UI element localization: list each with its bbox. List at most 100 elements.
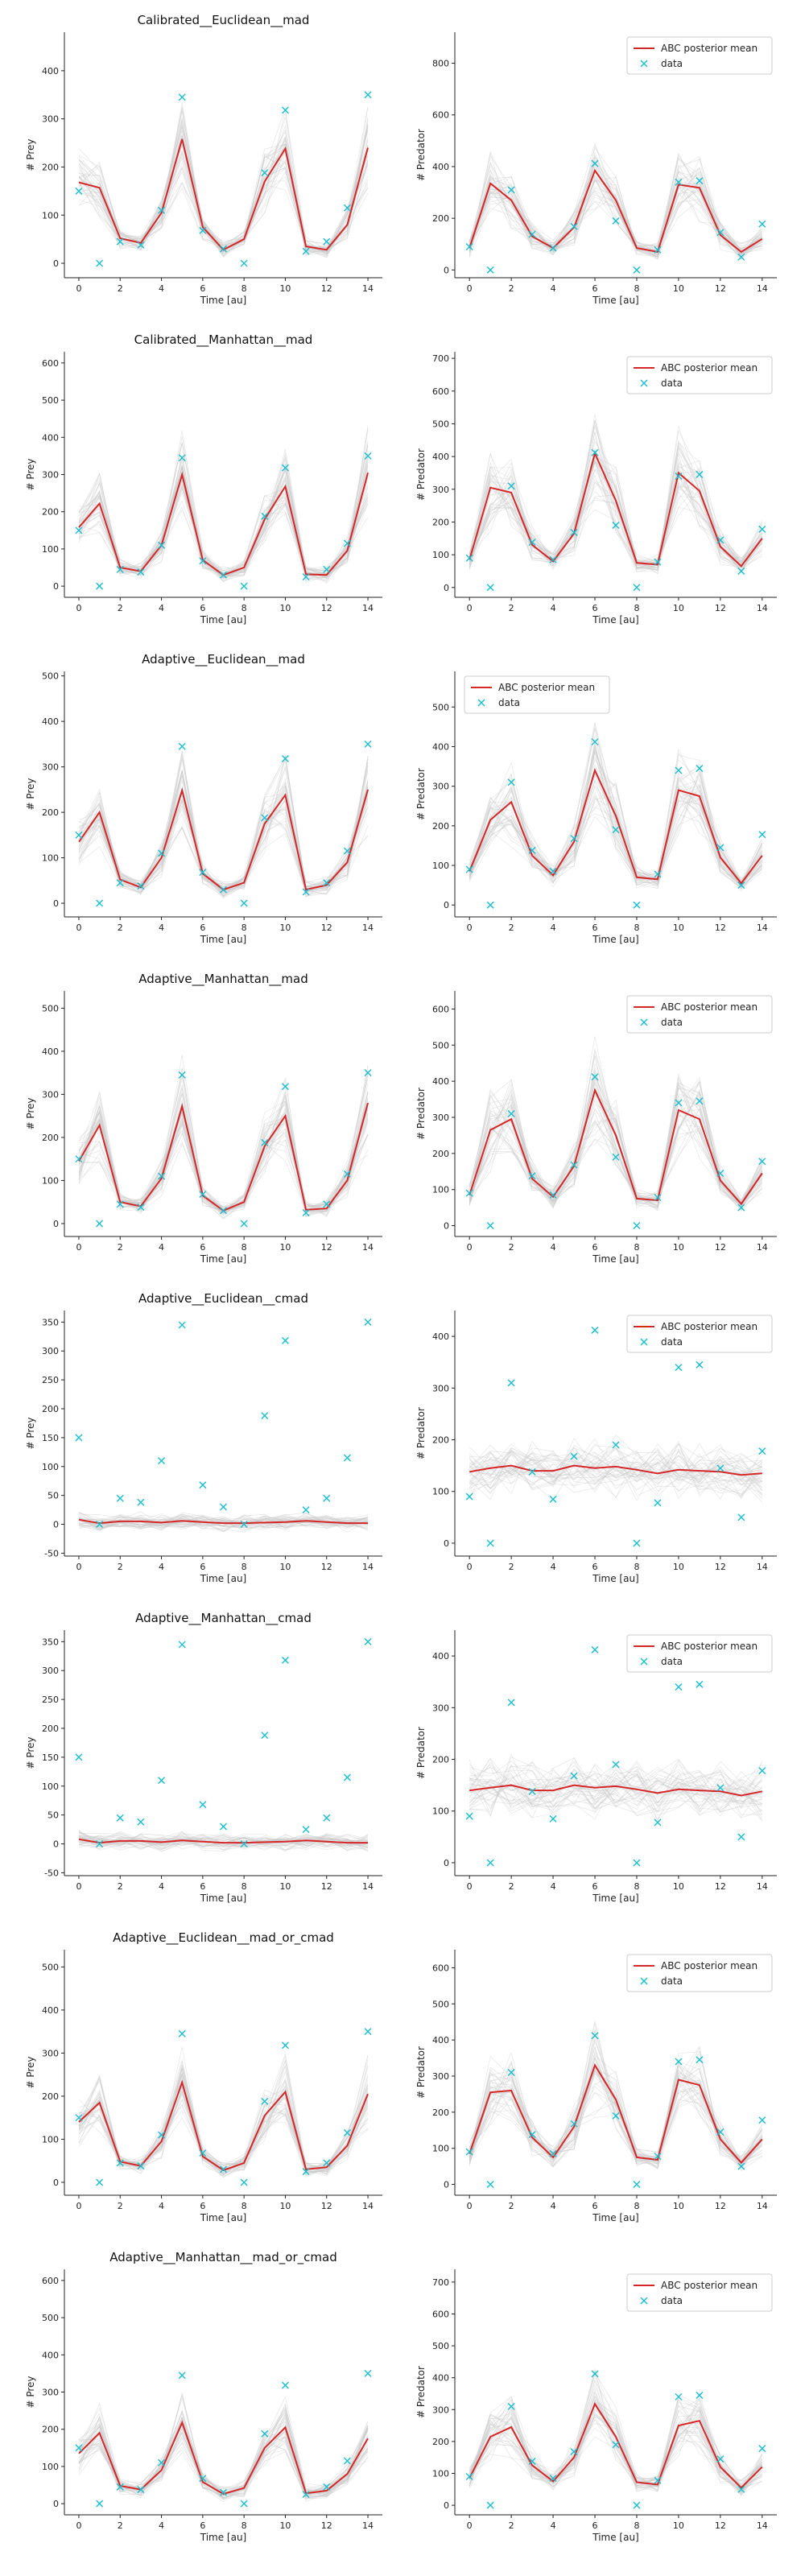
sample-trajectory — [78, 443, 369, 578]
data-point — [281, 106, 289, 114]
sample-trajectory — [78, 147, 369, 254]
x-tick-label: 14 — [362, 2201, 374, 2211]
sample-trajectory — [78, 473, 369, 578]
y-tick-label: 600 — [432, 2309, 449, 2319]
data-point — [633, 266, 641, 274]
sample-trajectory — [469, 1446, 763, 1497]
data-point — [570, 222, 578, 230]
sample-trajectory — [78, 2421, 369, 2499]
y-tick-label: 0 — [53, 1520, 59, 1530]
x-axis-label: Time [au] — [200, 295, 247, 306]
x-tick-label: 2 — [509, 603, 514, 613]
posterior-samples — [78, 751, 369, 899]
sample-trajectory — [469, 453, 763, 572]
sample-trajectory — [469, 444, 763, 571]
y-axis-label: # Prey — [25, 1097, 36, 1129]
sample-trajectory — [78, 1072, 369, 1212]
sample-trajectory — [78, 1832, 369, 1851]
sample-trajectory — [78, 1076, 369, 1212]
y-axis-label: # Predator — [415, 1088, 427, 1140]
y-tick-label: 350 — [42, 1637, 59, 1647]
sample-trajectory — [469, 1447, 762, 1492]
posterior-samples — [469, 414, 763, 575]
y-tick-label: 200 — [432, 821, 449, 832]
data-point — [591, 738, 599, 746]
sample-trajectory — [78, 1084, 369, 1214]
data-point — [675, 2392, 683, 2401]
sample-trajectory — [78, 1515, 369, 1530]
data-point — [528, 1172, 536, 1180]
sample-trajectory — [78, 1831, 369, 1852]
sample-trajectory — [469, 164, 763, 257]
data-point — [633, 584, 641, 592]
sample-trajectory — [78, 448, 369, 582]
sample-trajectory — [78, 429, 369, 578]
sample-trajectory — [469, 2395, 763, 2490]
x-tick-label: 14 — [362, 1242, 374, 1253]
x-tick-label: 6 — [200, 2520, 205, 2531]
x-tick-label: 6 — [592, 1562, 598, 1572]
y-tick-label: 200 — [432, 213, 449, 224]
sample-trajectory — [78, 139, 369, 253]
data-point — [323, 565, 331, 573]
sample-trajectory — [78, 1831, 369, 1852]
sample-trajectory — [469, 1088, 763, 1206]
data-point — [343, 204, 351, 212]
data-point — [654, 558, 662, 566]
data-point — [654, 1499, 662, 1507]
sample-trajectory — [78, 2066, 369, 2176]
sample-trajectory — [469, 2396, 763, 2491]
sample-trajectory — [469, 2067, 763, 2168]
x-tick-label: 4 — [551, 2201, 556, 2211]
sample-trajectory — [78, 1100, 369, 1216]
y-tick-label: 800 — [432, 59, 449, 69]
sample-trajectory — [78, 1834, 369, 1847]
data-point — [465, 2148, 473, 2156]
data-point — [696, 2056, 704, 2064]
y-tick-label: 100 — [42, 544, 59, 555]
x-axis-label: Time [au] — [200, 2212, 247, 2223]
x-tick-label: 12 — [715, 603, 726, 613]
sample-trajectory — [78, 1079, 369, 1217]
sample-trajectory — [469, 167, 762, 255]
data-point — [240, 2178, 248, 2186]
x-tick-label: 12 — [321, 2520, 332, 2531]
data-point — [281, 1656, 289, 1664]
x-tick-label: 6 — [592, 2201, 598, 2211]
legend-data-label: data — [661, 1975, 683, 1987]
data-point — [737, 1513, 745, 1521]
data-point — [364, 2028, 372, 2036]
sample-trajectory — [469, 2051, 762, 2164]
sample-trajectory — [469, 1757, 763, 1818]
legend-data-label: data — [661, 378, 683, 389]
x-tick-label: 4 — [159, 603, 164, 613]
data-point — [137, 568, 145, 576]
data-point — [364, 1069, 372, 1077]
sample-trajectory — [469, 1450, 762, 1484]
sample-trajectory — [78, 442, 369, 577]
sample-trajectory — [78, 2421, 369, 2500]
data-point — [199, 226, 207, 234]
data-point — [343, 847, 351, 855]
x-tick-label: 10 — [673, 1562, 684, 1572]
data-point — [364, 452, 372, 460]
data-point — [137, 1818, 145, 1826]
data-point — [178, 2372, 186, 2380]
sample-trajectory — [78, 1075, 369, 1211]
sample-trajectory — [78, 425, 369, 576]
sample-trajectory — [469, 1080, 763, 1203]
x-tick-label: 6 — [592, 2520, 598, 2531]
sample-trajectory — [469, 171, 762, 254]
y-tick-label: 400 — [432, 2035, 449, 2046]
data-markers — [465, 738, 766, 909]
data-point — [549, 867, 557, 875]
sample-trajectory — [469, 414, 763, 572]
data-markers — [465, 1073, 766, 1230]
sample-trajectory — [78, 125, 369, 254]
posterior-mean-line — [78, 2420, 369, 2496]
data-point — [261, 1732, 269, 1740]
y-tick-label: 0 — [444, 1538, 449, 1549]
sample-trajectory — [469, 471, 763, 568]
data-point — [758, 1447, 766, 1455]
